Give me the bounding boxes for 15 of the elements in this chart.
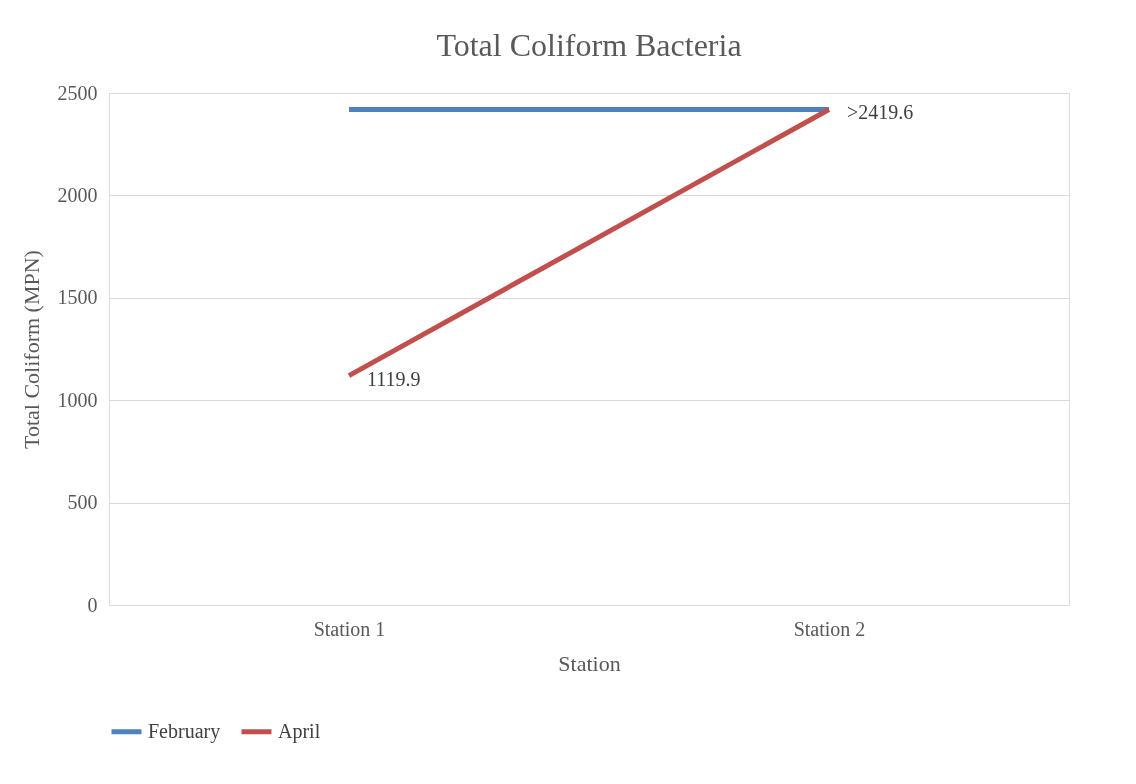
x-axis-title: Station [558, 650, 621, 676]
y-tick-label: 2000 [57, 183, 98, 206]
x-tick-label: Station 1 [313, 617, 386, 640]
y-tick-label: 2500 [57, 81, 98, 104]
y-tick-label: 1000 [57, 388, 98, 411]
legend-label: February [148, 719, 221, 743]
y-tick-label: 1500 [57, 286, 98, 309]
x-tick-label: Station 2 [793, 617, 866, 640]
chart-title: Total Coliform Bacteria [436, 27, 742, 63]
y-axis-title: Total Coliform (MPN) [18, 250, 44, 449]
data-label: >2419.6 [847, 101, 914, 124]
legend-label: April [278, 719, 321, 743]
y-tick-label: 0 [87, 593, 98, 616]
y-tick-label: 500 [67, 491, 98, 514]
data-label: 1119.9 [367, 367, 421, 390]
